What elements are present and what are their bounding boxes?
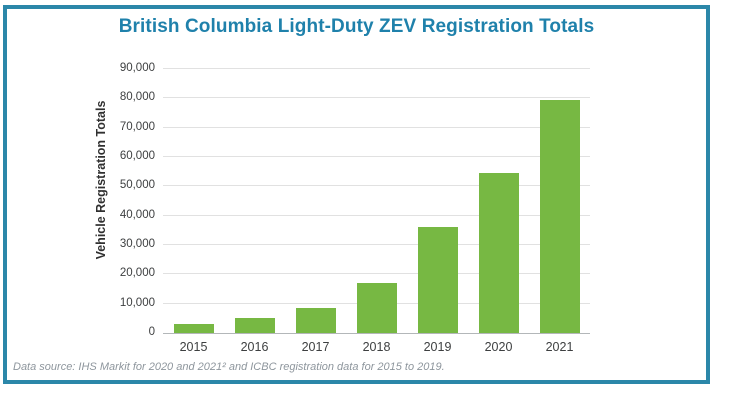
y-tick-label-50000: 50,000 bbox=[119, 179, 155, 192]
x-tick-label-2015: 2015 bbox=[179, 340, 208, 354]
bar-2017 bbox=[295, 307, 336, 333]
bar-2018 bbox=[356, 282, 397, 333]
data-source-note: Data source: IHS Markit for 2020 and 202… bbox=[13, 361, 445, 373]
x-axis-line bbox=[163, 333, 590, 334]
y-tick-label-10000: 10,000 bbox=[119, 296, 155, 309]
y-tick-label-90000: 90,000 bbox=[119, 62, 155, 74]
gridline-60000 bbox=[163, 156, 590, 157]
y-tick-label-70000: 70,000 bbox=[119, 120, 155, 133]
x-tick-label-2018: 2018 bbox=[362, 340, 391, 354]
gridline-20000 bbox=[163, 273, 590, 275]
gridline-30000 bbox=[163, 244, 590, 245]
y-tick-label-20000: 20,000 bbox=[119, 267, 155, 280]
x-tick-label-2020: 2020 bbox=[484, 340, 513, 354]
y-tick-label-80000: 80,000 bbox=[119, 91, 155, 104]
y-tick-label-0: 0 bbox=[148, 326, 155, 338]
y-tick-label-40000: 40,000 bbox=[119, 208, 155, 221]
gridline-70000 bbox=[163, 126, 590, 128]
x-tick-label-2019: 2019 bbox=[423, 340, 452, 354]
bar-2019 bbox=[417, 226, 458, 333]
gridline-50000 bbox=[163, 185, 590, 187]
x-tick-label-2021: 2021 bbox=[545, 340, 574, 354]
gridline-90000 bbox=[163, 68, 590, 69]
gridline-80000 bbox=[163, 97, 590, 99]
bar-2016 bbox=[234, 317, 275, 333]
y-tick-label-30000: 30,000 bbox=[119, 238, 155, 250]
x-tick-label-2017: 2017 bbox=[301, 340, 330, 354]
x-tick-label-2016: 2016 bbox=[240, 340, 269, 354]
bar-2021 bbox=[539, 99, 580, 333]
bar-2020 bbox=[478, 173, 519, 333]
y-tick-label-60000: 60,000 bbox=[119, 150, 155, 162]
bar-2015 bbox=[173, 323, 214, 333]
plot-area bbox=[163, 68, 590, 334]
gridline-40000 bbox=[163, 214, 590, 216]
chart-title: British Columbia Light-Duty ZEV Registra… bbox=[118, 16, 595, 37]
